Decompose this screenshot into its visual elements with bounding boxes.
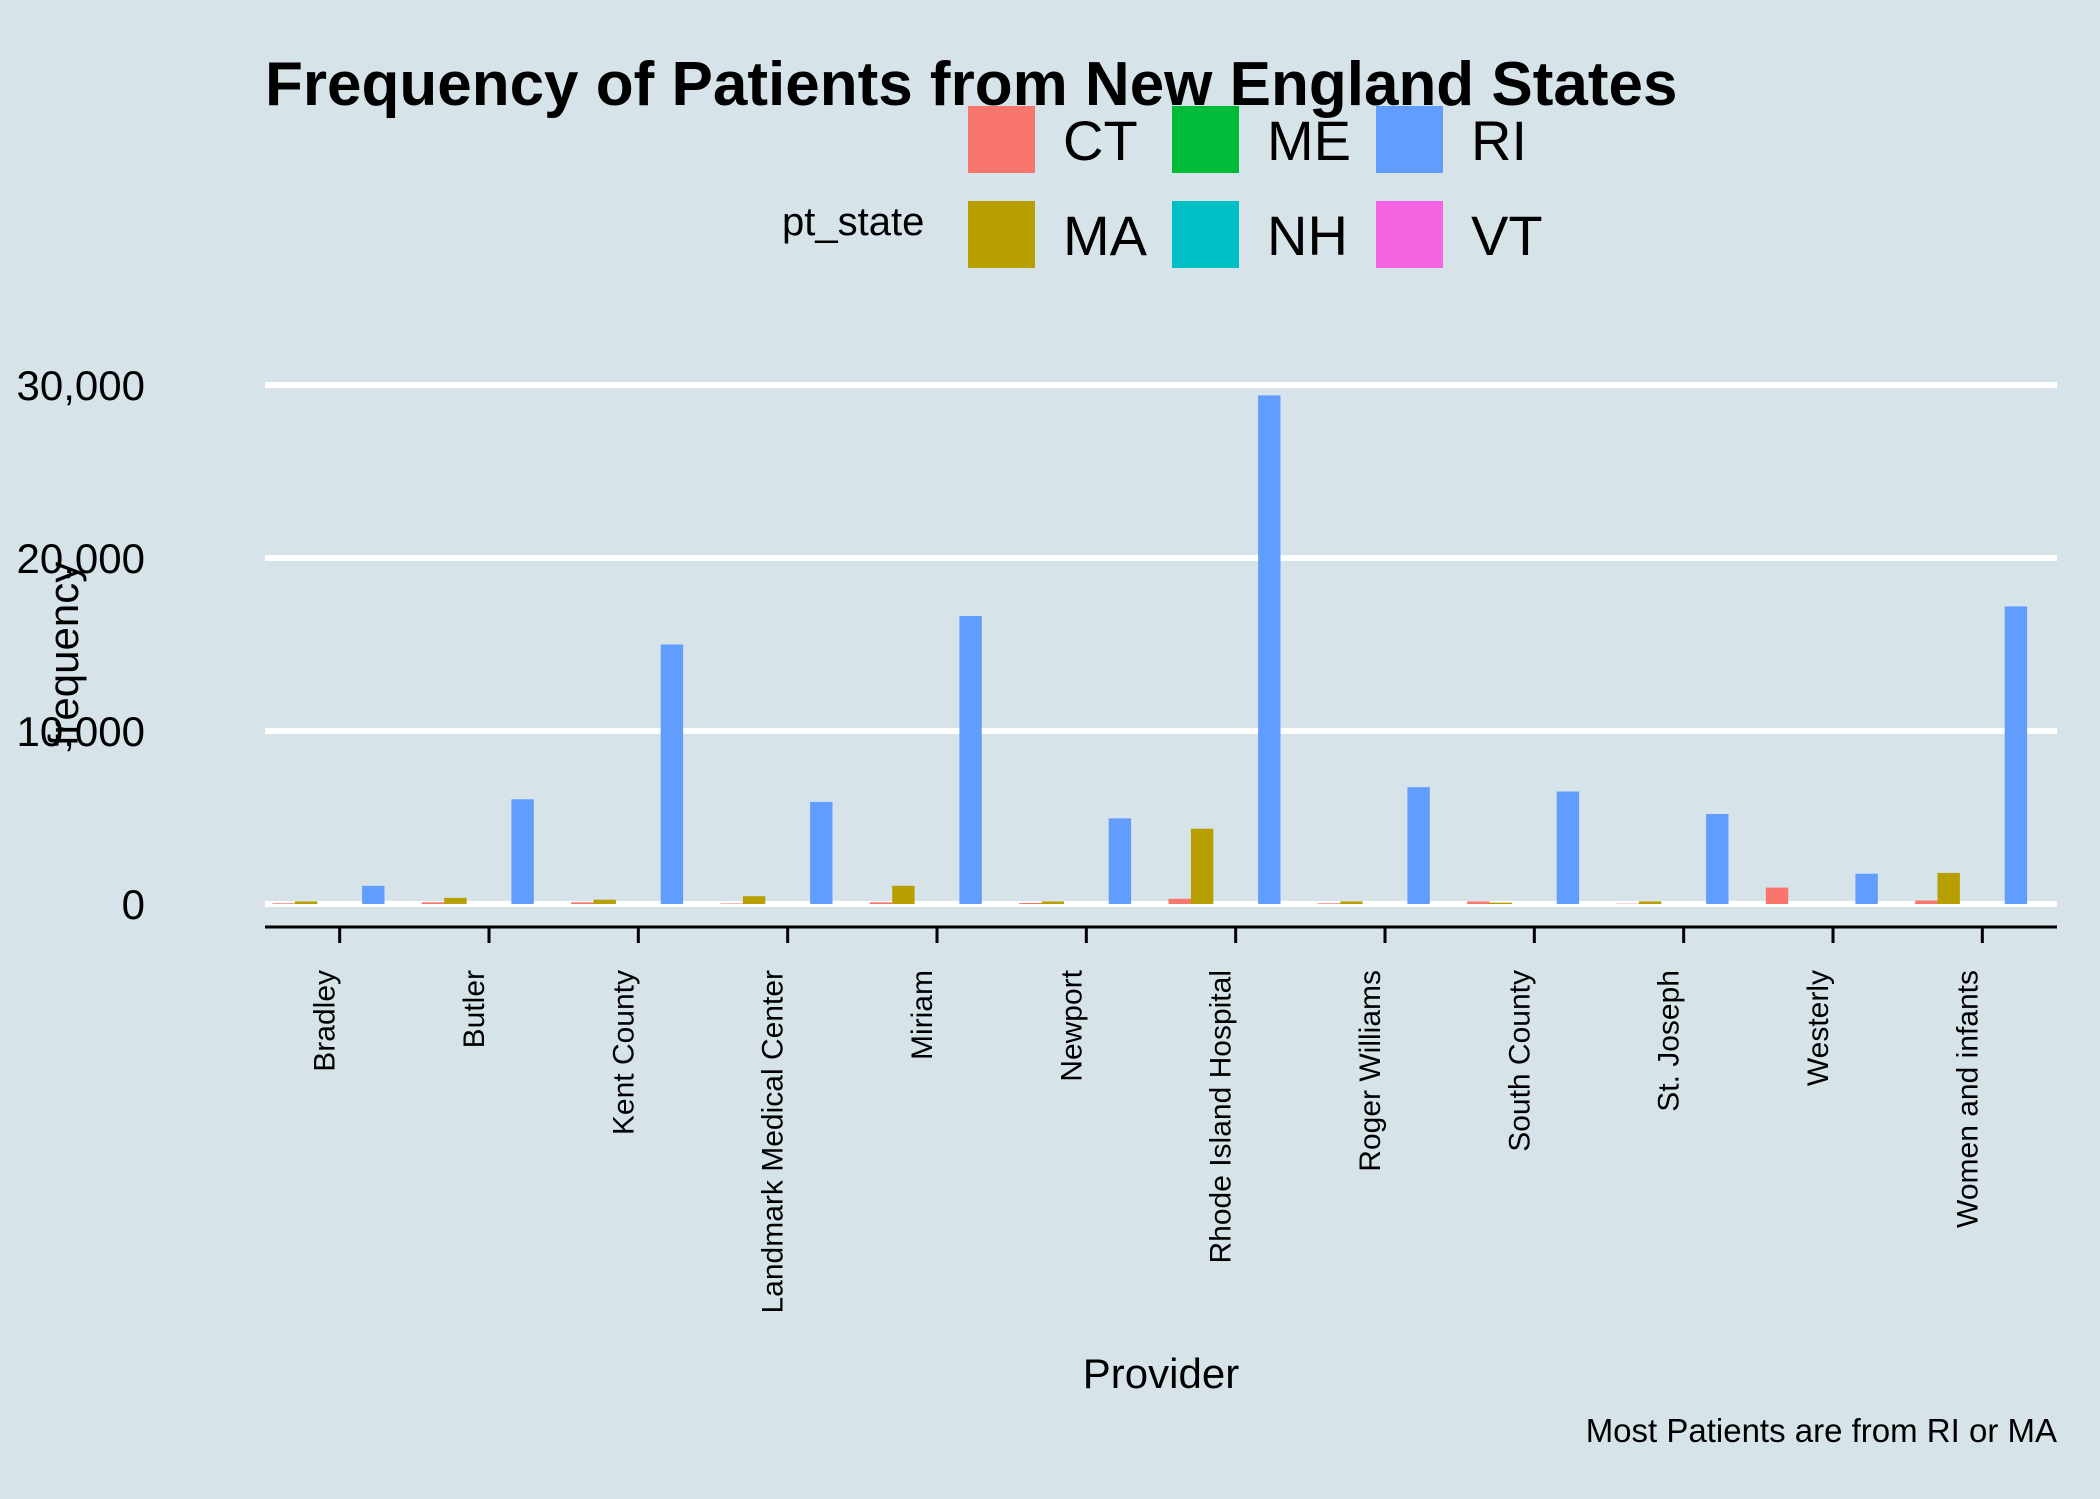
x-tick-label: Westerly [1802, 970, 1835, 1086]
legend-label-nh: NH [1267, 204, 1348, 267]
legend-label-ct: CT [1063, 109, 1138, 172]
bar-ri [2004, 606, 2028, 904]
bar-ma [593, 899, 616, 904]
x-tick-label: South County [1503, 970, 1536, 1152]
gridlines: 0 10,000 20,000 30,000 [17, 362, 2057, 928]
bar-ma [1340, 901, 1363, 904]
x-tick-label: Kent County [607, 970, 640, 1135]
bar-ct [1019, 903, 1042, 904]
x-tick-label: Rhode Island Hospital [1205, 970, 1238, 1264]
x-tick-label: Miriam [906, 970, 939, 1060]
bar-ct [720, 903, 743, 904]
y-axis-label: frequency [40, 562, 87, 746]
legend-key-vt [1376, 201, 1443, 268]
bar-ri [1556, 791, 1580, 904]
legend: pt_state CT MA ME NH RI VT [782, 106, 1543, 268]
y-tick-label: 20,000 [17, 535, 145, 582]
bar-ma [1190, 828, 1214, 904]
bar-ma [1937, 872, 1960, 904]
bar-ri [362, 885, 385, 904]
x-axis-label: Provider [1083, 1350, 1239, 1397]
bar-ma [742, 896, 766, 904]
bar-ct [571, 902, 594, 904]
legend-label-ma: MA [1063, 204, 1148, 267]
bar-ct [272, 903, 295, 904]
bar-ri [1407, 787, 1430, 904]
bar-ct [1765, 887, 1789, 904]
axes: Bradley Butler Kent County Landmark Medical… [265, 925, 2057, 1314]
x-tick-label: Newport [1055, 969, 1088, 1081]
bar-ct [1317, 903, 1341, 904]
legend-label-me: ME [1267, 109, 1351, 172]
legend-key-me [1172, 106, 1239, 173]
y-tick-label: 0 [122, 881, 145, 928]
y-tick-label: 10,000 [17, 708, 145, 755]
bar-ma [1638, 901, 1662, 904]
x-tick-label: Butler [458, 970, 491, 1048]
bar-ri [810, 801, 833, 904]
bars [272, 395, 2028, 904]
x-tick-label: Women and infants [1951, 970, 1984, 1228]
legend-label-ri: RI [1471, 109, 1527, 172]
bar-ma [892, 885, 915, 904]
bar-ma [294, 901, 318, 904]
x-tick-label: Landmark Medical Center [757, 970, 790, 1314]
legend-key-ct [968, 106, 1035, 173]
bar-ct [421, 902, 445, 904]
legend-key-ri [1376, 106, 1443, 173]
bar-ma [444, 897, 467, 904]
bar-ct [1168, 898, 1191, 904]
legend-key-nh [1172, 201, 1239, 268]
bar-ct [1467, 901, 1490, 904]
y-tick-label: 30,000 [17, 362, 145, 409]
bar-ri [959, 616, 982, 904]
bar-ri [660, 644, 684, 904]
bar-ma [1489, 902, 1512, 904]
x-tick-label: Roger Williams [1354, 970, 1387, 1172]
x-tick-label: St. Joseph [1653, 970, 1686, 1112]
bar-ct [1915, 900, 1938, 904]
legend-title: pt_state [782, 200, 924, 244]
bar-ri [511, 799, 534, 904]
bar-ri [1108, 818, 1132, 904]
bar-ct [869, 902, 893, 904]
bar-ri [1258, 395, 1281, 904]
legend-label-vt: VT [1471, 204, 1543, 267]
bar-ri [1706, 814, 1729, 904]
x-tick-label: Bradley [309, 970, 342, 1072]
legend-key-ma [968, 201, 1035, 268]
bar-ma [1041, 901, 1064, 904]
chart-caption: Most Patients are from RI or MA [1586, 1412, 2057, 1449]
bar-ri [1855, 873, 1878, 904]
